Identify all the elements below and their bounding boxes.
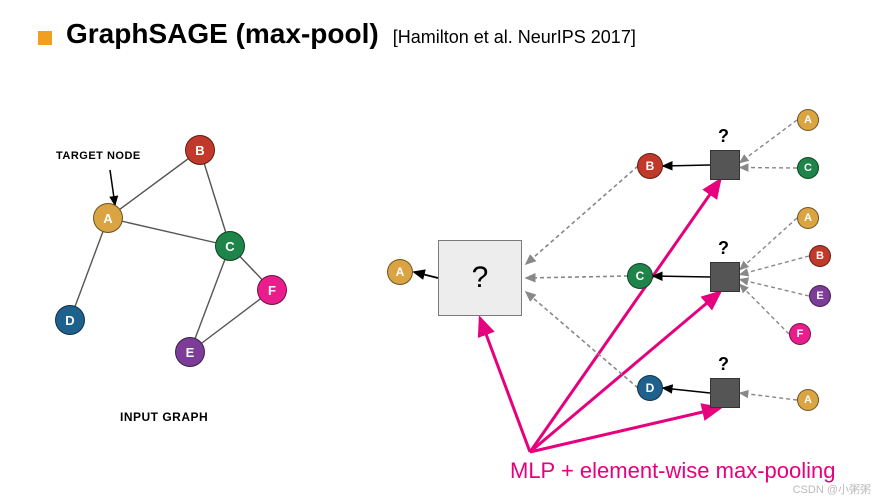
- aggregate-q-2: ?: [718, 354, 729, 375]
- aggregate-q-1: ?: [718, 238, 729, 259]
- center-node-A: A: [387, 259, 413, 285]
- input-node-C: C: [215, 231, 245, 261]
- title-main: GraphSAGE (max-pool): [66, 18, 379, 50]
- mlp-caption: MLP + element-wise max-pooling: [510, 458, 835, 484]
- layer2-node-1-E: E: [809, 285, 831, 307]
- layer2-node-1-B: B: [809, 245, 831, 267]
- layer2-node-0-C: C: [797, 157, 819, 179]
- input-node-B: B: [185, 135, 215, 165]
- input-node-F: F: [257, 275, 287, 305]
- target-node-label: TARGET NODE: [56, 150, 141, 162]
- title-citation: [Hamilton et al. NeurIPS 2017]: [393, 27, 636, 48]
- layer2-node-2-A: A: [797, 389, 819, 411]
- title-bullet: [38, 31, 52, 45]
- aggregate-box-1: [710, 262, 740, 292]
- aggregate-box-main: ?: [438, 240, 522, 316]
- input-graph-caption: INPUT GRAPH: [120, 410, 208, 424]
- aggregate-box-2: [710, 378, 740, 408]
- aggregate-q-0: ?: [718, 126, 729, 147]
- layer2-node-1-A: A: [797, 207, 819, 229]
- watermark: CSDN @小粥粥: [793, 481, 871, 497]
- layer1-node-B: B: [637, 153, 663, 179]
- input-node-E: E: [175, 337, 205, 367]
- aggregate-box-0: [710, 150, 740, 180]
- layer1-node-D: D: [637, 375, 663, 401]
- layer2-node-1-F: F: [789, 323, 811, 345]
- input-node-D: D: [55, 305, 85, 335]
- input-node-A: A: [93, 203, 123, 233]
- layer1-node-C: C: [627, 263, 653, 289]
- layer2-node-0-A: A: [797, 109, 819, 131]
